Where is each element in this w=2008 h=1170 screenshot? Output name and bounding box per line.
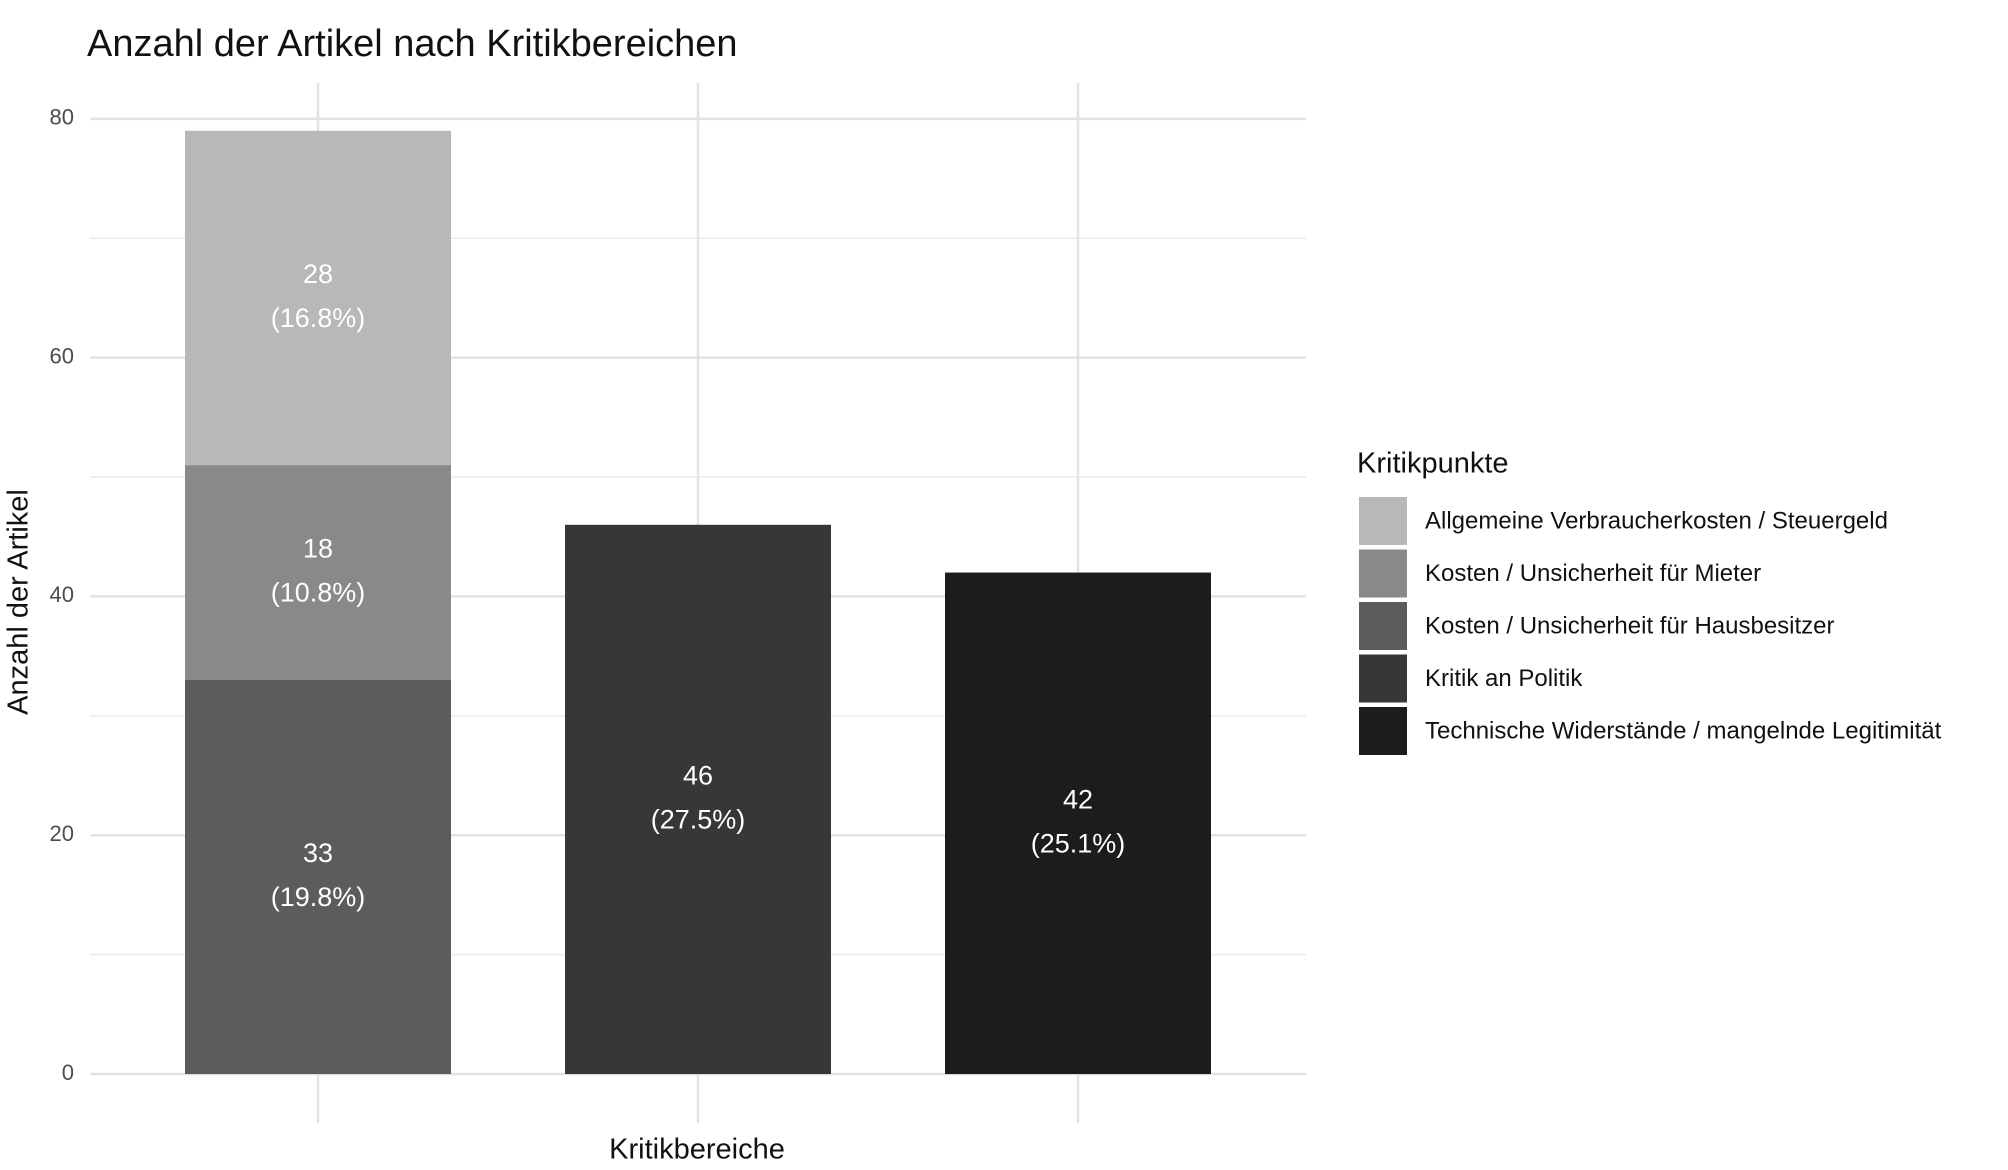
y-tick-label: 80 (50, 105, 74, 130)
data-label: (27.5%) (651, 805, 746, 835)
x-axis-title: Kritikbereiche (609, 1134, 785, 1166)
chart-title: Anzahl der Artikel nach Kritikbereichen (87, 23, 738, 65)
data-label: (25.1%) (1031, 828, 1126, 858)
legend-key (1359, 549, 1407, 598)
data-label: 46 (683, 761, 713, 791)
legend-label: Technische Widerstände / mangelnde Legit… (1425, 717, 1942, 744)
legend-label: Kritik an Politik (1425, 665, 1583, 692)
data-label: (16.8%) (271, 303, 366, 333)
legend-label: Allgemeine Verbraucherkosten / Steuergel… (1425, 507, 1888, 534)
legend-key (1359, 654, 1407, 703)
data-label: (19.8%) (271, 882, 366, 912)
data-label: 18 (303, 534, 333, 564)
bar-segment (945, 572, 1211, 1075)
y-tick-label: 60 (50, 343, 74, 368)
data-label: 42 (1063, 784, 1093, 814)
legend-label: Kosten / Unsicherheit für Hausbesitzer (1425, 612, 1835, 639)
y-axis-title: Anzahl der Artikel (3, 489, 35, 715)
legend-key (1359, 602, 1407, 650)
legend-label: Kosten / Unsicherheit für Mieter (1425, 560, 1761, 587)
data-label: 33 (303, 838, 333, 868)
legend-title: Kritikpunkte (1357, 448, 1509, 480)
y-tick-label: 20 (50, 821, 74, 846)
y-tick-label: 0 (62, 1060, 74, 1085)
data-label: (10.8%) (271, 578, 366, 608)
legend-key (1359, 707, 1407, 755)
bar-segment (565, 524, 831, 1075)
data-label: 28 (303, 259, 333, 289)
y-tick-label: 40 (50, 582, 74, 607)
bar-segment (185, 465, 451, 681)
bar-segment (185, 130, 451, 466)
legend-key (1359, 497, 1407, 545)
bar-segment (185, 680, 451, 1075)
